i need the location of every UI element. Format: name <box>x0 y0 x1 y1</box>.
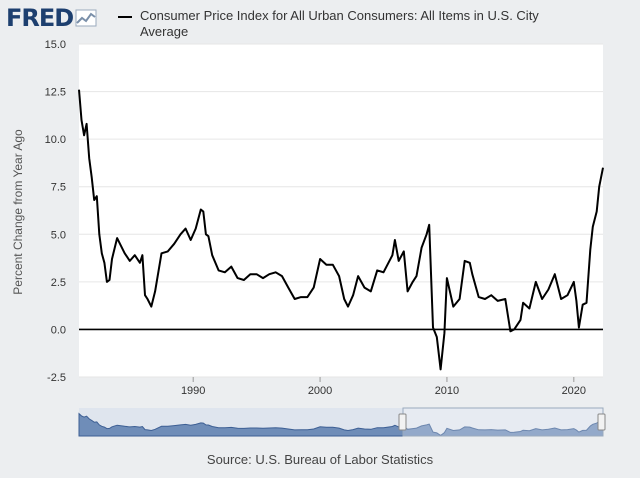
y-tick-label: 12.5 <box>45 87 66 99</box>
legend-line-swatch <box>118 16 132 18</box>
y-tick-label: 10.0 <box>45 134 66 146</box>
legend-label: Consumer Price Index for All Urban Consu… <box>140 8 539 39</box>
y-axis-label: Percent Change from Year Ago <box>11 129 25 295</box>
y-tick-label: 2.5 <box>51 277 66 289</box>
grid-layer <box>79 43 603 378</box>
y-tick-label: 7.5 <box>51 182 66 194</box>
fred-logo[interactable]: FRED <box>6 4 97 32</box>
plot-area <box>79 44 603 377</box>
x-tick-label: 2010 <box>435 385 459 397</box>
series-line <box>78 89 604 371</box>
navigator-left-handle[interactable] <box>398 413 407 431</box>
x-tick-label: 1990 <box>181 385 205 397</box>
navigator-selection[interactable] <box>402 407 604 437</box>
navigator-right-handle[interactable] <box>597 413 606 431</box>
navigator[interactable] <box>78 407 606 437</box>
chart-legend: Consumer Price Index for All Urban Consu… <box>118 8 540 40</box>
x-tick-label: 2000 <box>308 385 332 397</box>
source-note: Source: U.S. Bureau of Labor Statistics <box>206 452 434 467</box>
y-tick-label: -2.5 <box>47 372 66 384</box>
fred-chart-icon <box>75 9 97 27</box>
y-tick-label: 15.0 <box>45 39 66 51</box>
logo-text: FRED <box>6 4 74 32</box>
x-tick-label: 2020 <box>562 385 586 397</box>
tick-layer: 15.0 12.5 10.0 7.5 5.0 2.5 0.0 -2.5 1990 2000 2010… <box>45 39 586 397</box>
chart-header: FRED Consumer Price Index for All Urban … <box>0 0 640 44</box>
navigator-series-area <box>78 412 604 437</box>
y-tick-label: 0.0 <box>51 324 66 336</box>
y-tick-label: 5.0 <box>51 229 66 241</box>
